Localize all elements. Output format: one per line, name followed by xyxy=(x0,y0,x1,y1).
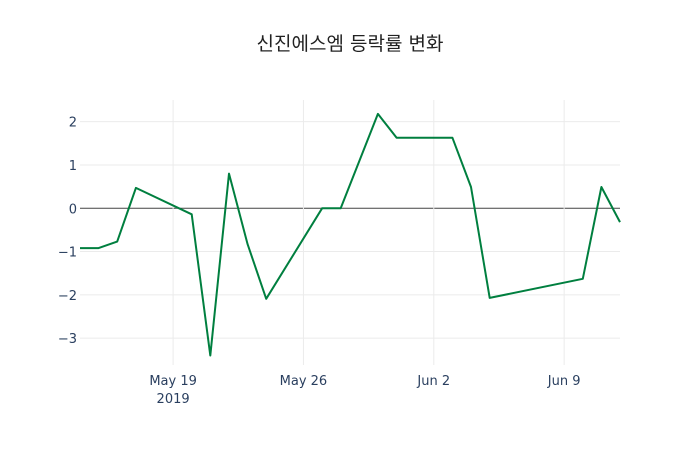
y-tick-label: 1 xyxy=(69,159,77,174)
x-tick-year: 2019 xyxy=(157,392,190,407)
grid xyxy=(80,100,620,365)
x-tick-label: May 26 xyxy=(280,374,328,389)
y-tick-label: −1 xyxy=(58,246,77,261)
chart-title: 신진에스엠 등락률 변화 xyxy=(257,33,444,55)
y-axis: −3 −2 −1 0 1 2 xyxy=(58,116,77,348)
y-tick-label: 2 xyxy=(69,116,77,131)
y-tick-label: −2 xyxy=(58,289,77,304)
series xyxy=(80,112,621,357)
x-axis: May 19 2019 May 26 Jun 2 Jun 9 xyxy=(149,374,580,407)
x-tick-label: May 19 xyxy=(149,374,197,389)
x-tick-label: Jun 9 xyxy=(547,374,581,389)
series-line xyxy=(80,112,621,357)
y-tick-label: −3 xyxy=(58,332,77,347)
x-tick-label: Jun 2 xyxy=(416,374,450,389)
y-tick-label: 0 xyxy=(69,202,77,217)
